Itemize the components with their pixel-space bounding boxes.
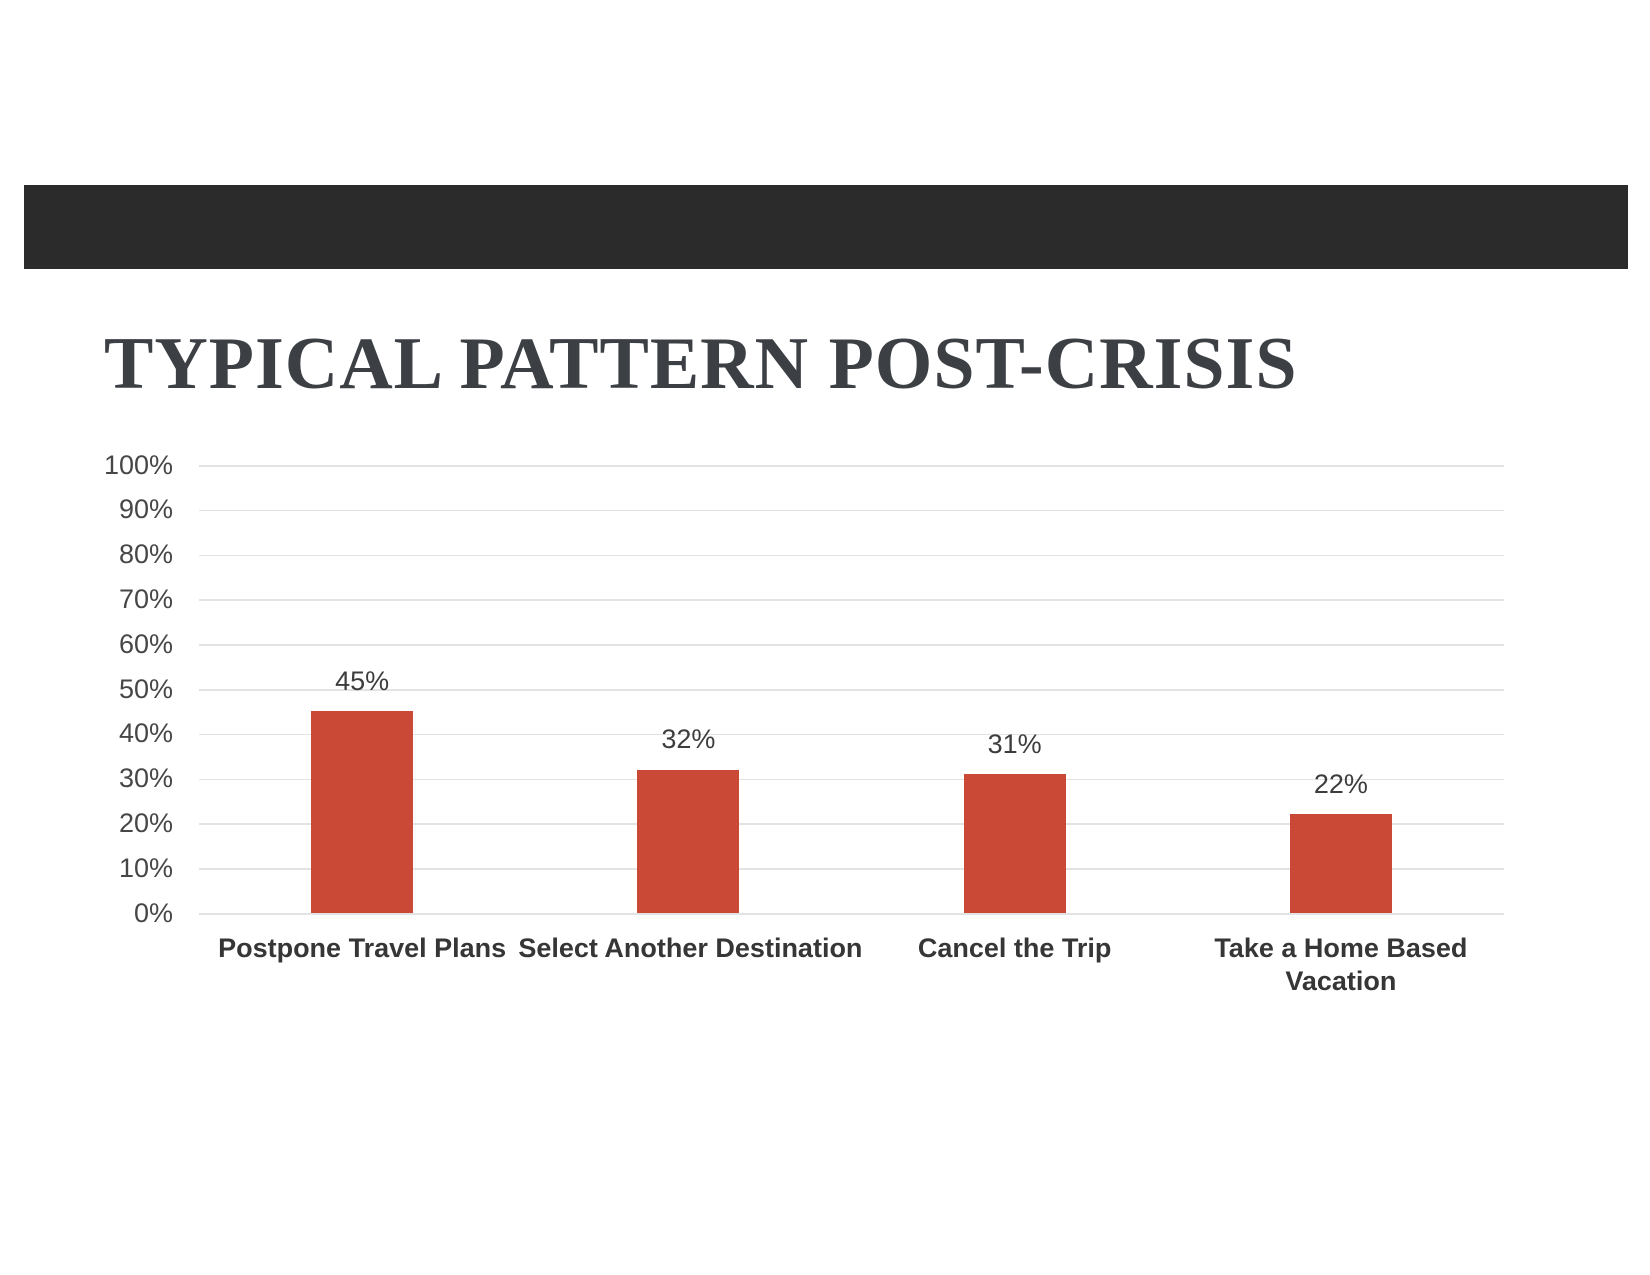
gridline (199, 823, 1504, 825)
y-axis-tick-label: 30% (118, 763, 173, 794)
bar-value-label: 45% (335, 665, 390, 696)
x-axis-category-line: Vacation (1285, 966, 1397, 996)
x-axis-category-label: Select Another Destination (518, 932, 863, 965)
x-axis-category-label: Cancel the Trip (845, 932, 1185, 965)
bar (637, 769, 740, 913)
y-axis-tick-label: 60% (118, 628, 173, 659)
y-axis-tick-label: 40% (118, 718, 173, 749)
gridline (199, 644, 1504, 646)
x-axis-category-label: Postpone Travel Plans (192, 932, 532, 965)
y-axis-tick-label: 10% (118, 852, 173, 883)
gridline (199, 778, 1504, 781)
bar-value-label: 31% (987, 728, 1042, 759)
bar-value-label: 32% (661, 724, 716, 755)
gridline (199, 509, 1504, 512)
gridline (199, 733, 1504, 736)
x-axis-category-line: Take a Home Based (1214, 933, 1468, 963)
bar-value-label: 22% (1313, 768, 1368, 799)
gridline (199, 465, 1504, 467)
x-axis-category-line: Select Another Destination (518, 933, 863, 963)
gridline (199, 913, 1504, 915)
y-axis-tick-label: 80% (118, 539, 173, 570)
gridline (199, 599, 1504, 601)
bar (963, 774, 1066, 913)
y-axis-tick-label: 0% (133, 897, 173, 928)
header-bar (24, 185, 1628, 269)
y-axis-tick-label: 90% (118, 494, 173, 525)
slide-title: TYPICAL PATTERN POST-CRISIS (104, 322, 1298, 405)
x-axis-category-line: Cancel the Trip (917, 933, 1112, 963)
y-axis-tick-label: 20% (118, 807, 173, 838)
gridline (199, 868, 1504, 870)
bar (1289, 814, 1392, 913)
y-axis-tick-label: 70% (118, 583, 173, 614)
x-axis-category-label: Take a Home Based Vacation (1171, 932, 1511, 998)
x-axis-category-line: Postpone Travel Plans (218, 933, 507, 963)
bar (311, 711, 414, 913)
gridline (199, 689, 1504, 691)
gridline (199, 554, 1504, 557)
y-axis-tick-label: 50% (118, 673, 173, 704)
y-axis-tick-label: 100% (103, 449, 173, 480)
